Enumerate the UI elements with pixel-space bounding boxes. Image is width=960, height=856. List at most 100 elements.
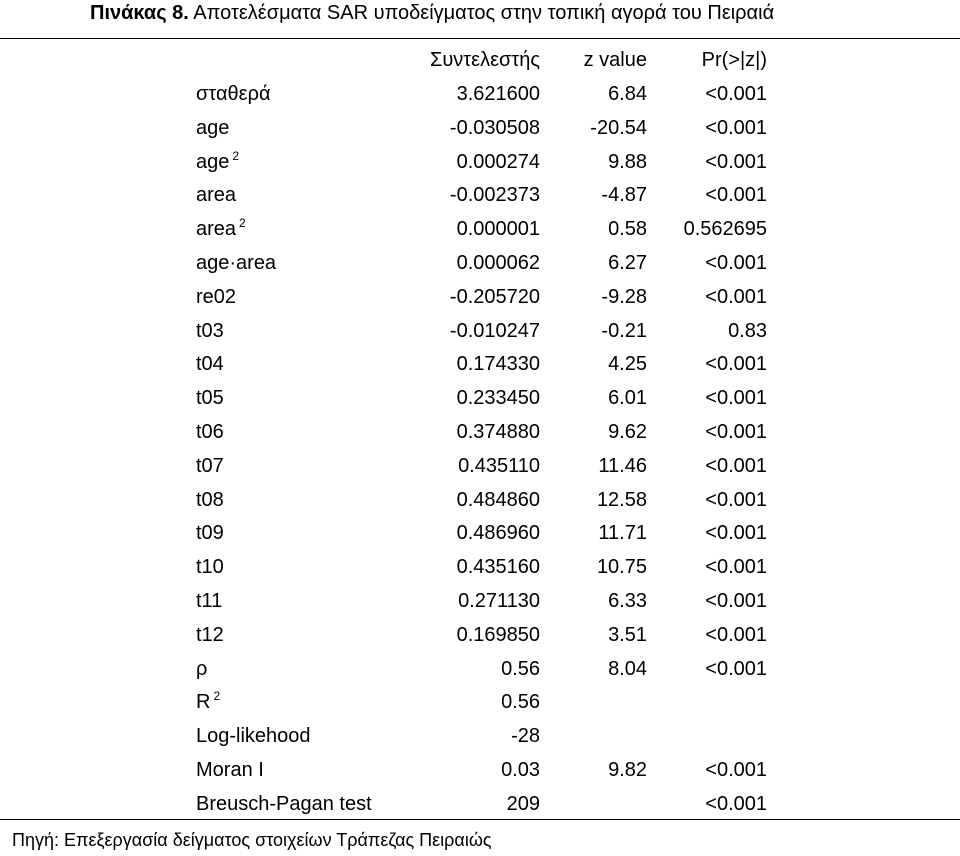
source-note: Πηγή: Επεξεργασία δείγματος στοιχείων Τρ… [12, 830, 492, 850]
table-row: Breusch-Pagan test 209 <0.001 [0, 787, 960, 821]
coefficient-cell: 209 [506, 792, 540, 815]
table-row: t03 -0.010247 -0.21 0.83 [0, 314, 960, 348]
z-value-cell: 8.04 [608, 657, 647, 680]
row-label-text: age [196, 150, 230, 173]
table-number: Πινάκας 8. [90, 2, 189, 24]
table-row: re02 -0.205720 -9.28 <0.001 [0, 280, 960, 314]
row-label: t08 [196, 483, 224, 517]
p-value-cell: <0.001 [705, 488, 767, 511]
coefficient-cell: 0.374880 [456, 421, 540, 443]
row-label-superscript: 2 [239, 216, 246, 231]
row-label: re02 [196, 280, 236, 314]
row-label-superscript: 2 [232, 148, 240, 163]
row-label-text: R [196, 691, 211, 714]
z-value-cell: 9.62 [608, 421, 647, 443]
p-value-cell: <0.001 [705, 454, 767, 477]
row-label: ρ [196, 652, 207, 686]
p-value-cell: <0.001 [705, 623, 767, 646]
coefficient-cell: 0.435110 [458, 454, 540, 477]
table-row: Log-likehood -28 [0, 719, 960, 753]
table-row: age -0.030508 -20.54 <0.001 [0, 111, 960, 145]
coefficient-cell: 3.621600 [456, 83, 540, 105]
p-value-cell: <0.001 [705, 657, 767, 680]
z-value-cell: 11.71 [598, 522, 647, 545]
row-label-text: t03 [196, 319, 224, 342]
row-label: area [196, 178, 236, 212]
coefficient-cell: 0.484860 [456, 488, 540, 511]
row-label-text: t08 [196, 488, 224, 511]
row-label: age·area [196, 246, 276, 280]
row-label: σταθερά [196, 77, 271, 111]
row-label-text: Log-likehood [196, 725, 311, 748]
p-value-cell: 0.562695 [683, 218, 767, 241]
table-row: R 2 0.56 [0, 685, 960, 719]
row-label-text: t10 [196, 556, 224, 579]
table-row: t12 0.169850 3.51 <0.001 [0, 618, 960, 652]
z-value-cell: 6.27 [608, 252, 647, 274]
p-value-cell: <0.001 [705, 387, 767, 410]
row-label: area 2 [196, 212, 246, 248]
coefficient-cell: -28 [511, 725, 540, 748]
row-label: t12 [196, 618, 224, 652]
table-row: t09 0.486960 11.71 <0.001 [0, 516, 960, 550]
z-value-cell: 3.51 [608, 623, 647, 646]
coefficient-cell: 0.233450 [456, 387, 540, 410]
z-value-cell: 12.58 [596, 488, 647, 511]
coefficient-cell: -0.010247 [449, 319, 540, 342]
coefficient-cell: 0.271130 [458, 590, 540, 612]
p-value-cell: <0.001 [705, 252, 767, 274]
header-coefficient: Συντελεστής [429, 49, 540, 71]
row-label-text: area [196, 218, 237, 241]
row-label-text: re02 [196, 285, 237, 308]
table-row: area -0.002373 -4.87 <0.001 [0, 178, 960, 212]
header-row: Συντελεστής z value Pr(>|z|) [0, 43, 960, 77]
row-label-text: σταθερά [196, 83, 271, 105]
z-value-cell: 6.84 [608, 83, 647, 105]
row-label: t11 [196, 584, 222, 618]
coefficient-cell: -0.002373 [449, 184, 540, 207]
z-value-cell: 6.33 [608, 590, 647, 612]
row-label: t07 [196, 449, 224, 483]
row-label: Log-likehood [196, 719, 311, 753]
coefficient-cell: 0.000274 [456, 150, 540, 173]
row-label: t06 [196, 415, 224, 449]
table-row: Moran I 0.03 9.82 <0.001 [0, 753, 960, 787]
coefficient-cell: 0.169850 [456, 623, 540, 646]
table-row: t05 0.233450 6.01 <0.001 [0, 381, 960, 415]
row-label-text: t05 [196, 387, 224, 410]
z-value-cell: 9.88 [608, 150, 647, 173]
z-value-cell: 10.75 [596, 556, 647, 579]
row-label-text: t12 [196, 623, 224, 646]
p-value-cell: <0.001 [705, 83, 767, 105]
bottom-rule [0, 819, 960, 820]
row-label-text: t04 [196, 353, 224, 376]
p-value-cell: <0.001 [705, 556, 767, 579]
row-label: Moran I [196, 753, 264, 787]
row-label: t04 [196, 347, 224, 381]
row-label: t10 [196, 550, 224, 584]
table-caption: Αποτελέσματα SAR υποδείγματος στην τοπικ… [193, 2, 775, 24]
row-label-text: Moran I [196, 759, 264, 781]
row-label: age 2 [196, 145, 239, 181]
p-value-cell: <0.001 [705, 150, 767, 173]
coefficient-cell: 0.435160 [456, 556, 540, 579]
z-value-cell: 4.25 [608, 353, 647, 376]
row-label-text: age·area [196, 252, 277, 274]
row-label-text: Breusch-Pagan test [196, 792, 372, 815]
row-label: t09 [196, 516, 224, 550]
row-label: t05 [196, 381, 224, 415]
row-label: age [196, 111, 229, 145]
row-label-text: t07 [196, 454, 224, 477]
z-value-cell: 11.46 [598, 454, 647, 477]
row-label-superscript: 2 [213, 689, 221, 704]
row-label-text: age [196, 116, 230, 139]
coefficient-cell: 0.56 [501, 657, 540, 680]
p-value-cell: <0.001 [705, 116, 767, 139]
table-row: t08 0.484860 12.58 <0.001 [0, 483, 960, 517]
coefficient-cell: 0.174330 [456, 353, 540, 376]
table-row: t11 0.271130 6.33 <0.001 [0, 584, 960, 618]
z-value-cell: 0.58 [608, 218, 647, 241]
coefficient-cell: -0.205720 [449, 285, 540, 308]
row-label: t03 [196, 314, 224, 348]
